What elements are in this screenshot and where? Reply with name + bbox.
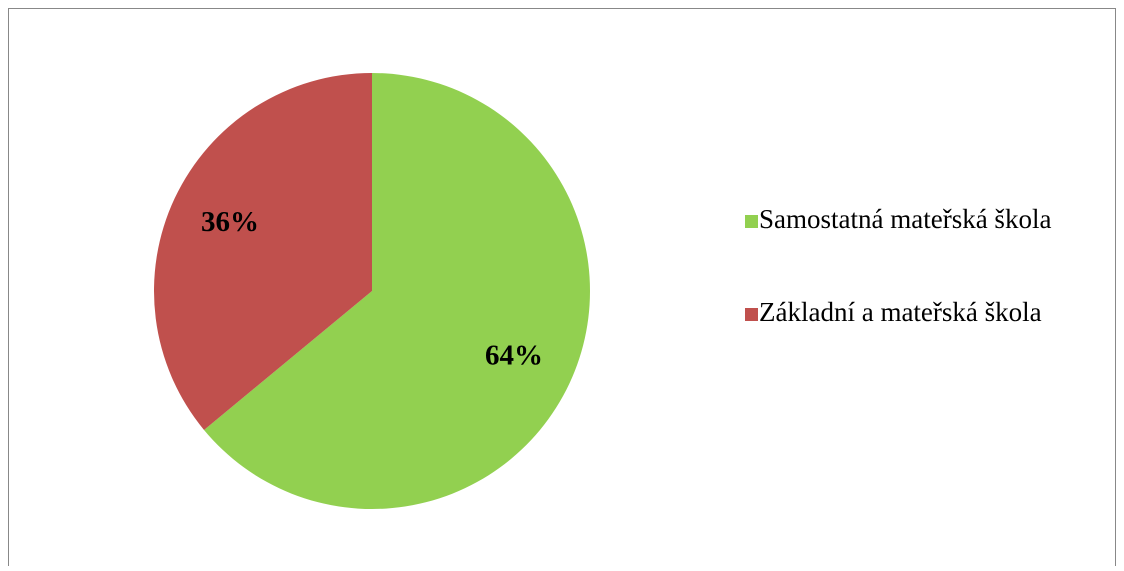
pie-slice	[154, 73, 372, 430]
legend-label: Samostatná mateřská škola	[759, 204, 1051, 234]
data-label: 36%	[201, 206, 259, 238]
pie-slice	[204, 73, 590, 510]
data-label: 64%	[485, 339, 543, 371]
legend-swatch	[745, 215, 758, 228]
legend-swatch	[745, 308, 758, 321]
legend-label: Základní a mateřská škola	[759, 297, 1042, 327]
